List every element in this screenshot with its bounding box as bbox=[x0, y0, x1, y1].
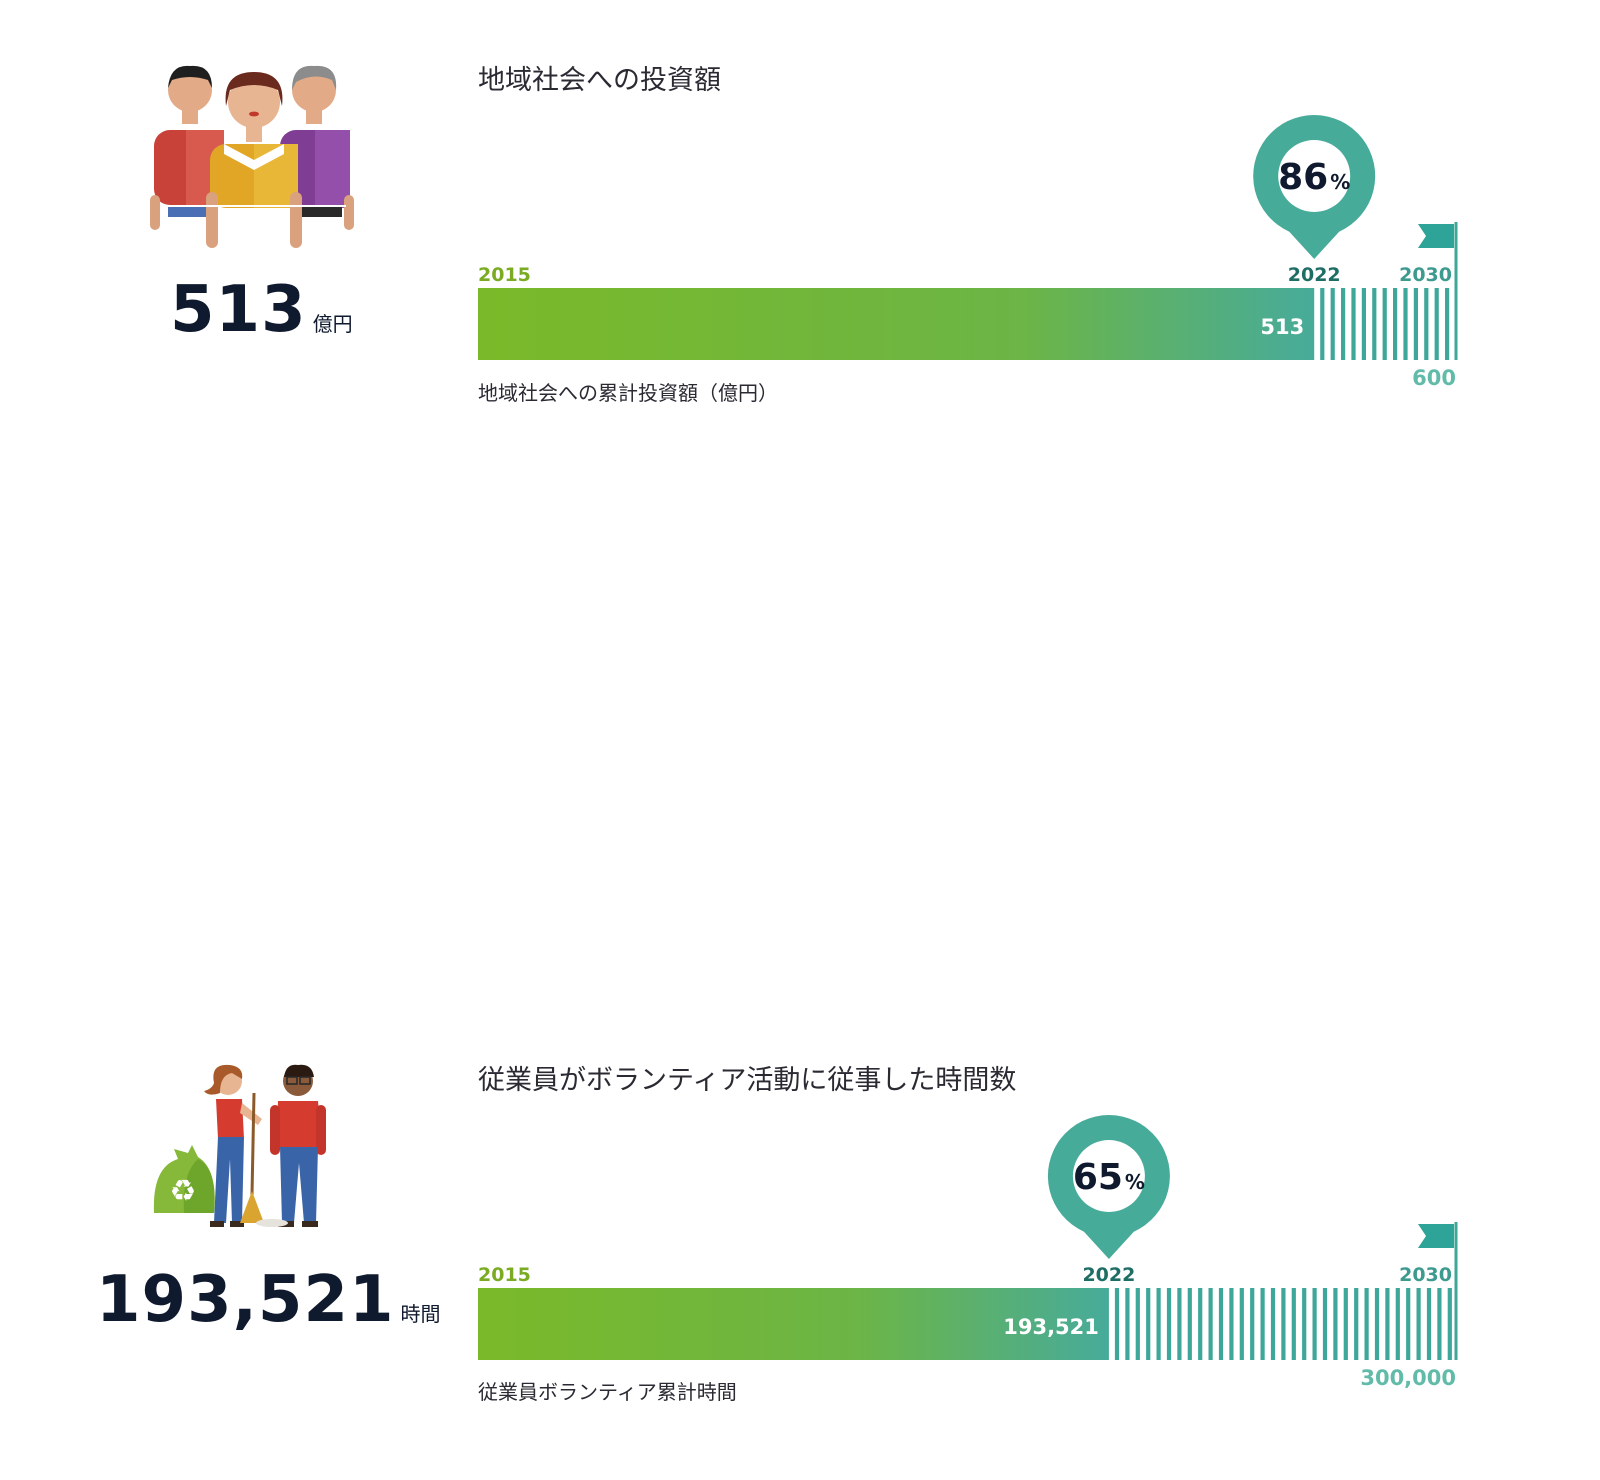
volunteer-remaining-stripe bbox=[1229, 1288, 1234, 1360]
volunteer-axis-caption: 従業員ボランティア累計時間 bbox=[478, 1380, 737, 1404]
investment-remaining-stripe bbox=[1413, 288, 1418, 360]
volunteer-remaining-stripe bbox=[1281, 1288, 1286, 1360]
volunteer-remaining-stripe bbox=[1312, 1288, 1317, 1360]
volunteer-remaining-stripe bbox=[1146, 1288, 1151, 1360]
volunteer-remaining-stripe bbox=[1385, 1288, 1390, 1360]
volunteer-remaining-stripe bbox=[1250, 1288, 1255, 1360]
investment-current-year: 2022 bbox=[1288, 264, 1341, 286]
investment-remaining-stripe bbox=[1341, 288, 1346, 360]
investment-section: 513 億円 地域社会への投資額 86% 2015 2022 2030 513 bbox=[0, 0, 1600, 480]
volunteer-remaining-stripe bbox=[1218, 1288, 1224, 1360]
investment-target-flag bbox=[1418, 222, 1458, 360]
investment-target-value: 600 bbox=[1412, 366, 1456, 390]
volunteer-percent-unit: % bbox=[1125, 1170, 1145, 1194]
volunteer-remaining-stripe bbox=[1416, 1288, 1421, 1360]
volunteer-remaining-stripe bbox=[1177, 1288, 1182, 1360]
volunteer-target-value: 300,000 bbox=[1360, 1366, 1456, 1390]
volunteer-remaining-stripe bbox=[1239, 1288, 1244, 1360]
volunteer-remaining-stripe bbox=[1343, 1288, 1348, 1360]
volunteer-start-year: 2015 bbox=[478, 1264, 531, 1286]
volunteer-remaining-stripe bbox=[1447, 1288, 1452, 1360]
investment-kpi: 513 億円 bbox=[170, 278, 353, 342]
investment-pin-inner bbox=[1278, 140, 1351, 212]
volunteer-remaining-stripe bbox=[1333, 1288, 1338, 1360]
volunteer-remaining-stripe bbox=[1426, 1288, 1432, 1360]
volunteer-remaining-stripe bbox=[1260, 1288, 1265, 1360]
investment-remaining-stripe bbox=[1330, 288, 1335, 360]
volunteer-remaining-stripe bbox=[1322, 1288, 1328, 1360]
volunteer-remaining-stripe bbox=[1270, 1288, 1276, 1360]
investment-chart-title: 地域社会への投資額 bbox=[478, 65, 721, 96]
investment-remaining-stripe bbox=[1424, 288, 1429, 360]
investment-remaining-stripe bbox=[1320, 288, 1325, 360]
community-people-illustration bbox=[150, 65, 354, 248]
investment-axis-caption: 地域社会への累計投資額（億円） bbox=[478, 381, 778, 405]
investment-value-label: 513 bbox=[1260, 315, 1304, 339]
investment-remaining-stripe bbox=[1393, 288, 1398, 360]
investment-progress-chart: 86% 2015 2022 2030 513 600 bbox=[478, 115, 1458, 390]
volunteer-remaining-stripe bbox=[1125, 1288, 1130, 1360]
investment-target-year: 2030 bbox=[1399, 264, 1452, 286]
volunteer-percent-number: 65 bbox=[1073, 1157, 1123, 1198]
volunteer-remaining-stripe bbox=[1395, 1288, 1400, 1360]
investment-value-bar bbox=[478, 288, 1315, 360]
volunteer-remaining-stripe bbox=[1135, 1288, 1140, 1360]
volunteer-progress-chart: 65% 2015 2022 2030 193,521 300,000 bbox=[478, 1115, 1458, 1390]
investment-percent-unit: % bbox=[1330, 170, 1350, 194]
investment-kpi-value: 513 bbox=[170, 273, 307, 347]
volunteer-remaining-stripe bbox=[1406, 1288, 1411, 1360]
investment-start-year: 2015 bbox=[478, 264, 531, 286]
volunteer-remaining-stripe bbox=[1208, 1288, 1213, 1360]
volunteer-value-label: 193,521 bbox=[1003, 1315, 1099, 1339]
investment-remaining-stripe bbox=[1372, 288, 1377, 360]
volunteer-flag-cloth bbox=[1418, 1224, 1454, 1248]
volunteer-remaining-stripe bbox=[1198, 1288, 1203, 1360]
investment-remaining-stripe bbox=[1351, 288, 1356, 360]
volunteer-section: ♻ 193,521 時間 従業員がボランティア活動に従事した時間数 bbox=[0, 500, 1600, 1404]
volunteer-remaining-stripe bbox=[1156, 1288, 1161, 1360]
volunteer-remaining-stripe bbox=[1302, 1288, 1307, 1360]
volunteer-remaining-stripe bbox=[1374, 1288, 1380, 1360]
investment-remaining-stripes bbox=[1320, 288, 1450, 360]
volunteer-remaining-stripe bbox=[1187, 1288, 1192, 1360]
investment-remaining-stripe bbox=[1434, 288, 1439, 360]
investment-flag-cloth bbox=[1418, 224, 1454, 248]
investment-kpi-unit: 億円 bbox=[312, 312, 353, 336]
investment-percent-pin: 86% bbox=[1253, 115, 1376, 259]
volunteer-remaining-stripe bbox=[1166, 1288, 1172, 1360]
investment-remaining-stripe bbox=[1445, 288, 1450, 360]
volunteer-remaining-stripe bbox=[1437, 1288, 1442, 1360]
investment-percent-number: 86 bbox=[1278, 157, 1328, 198]
volunteer-remaining-stripe bbox=[1354, 1288, 1359, 1360]
investment-percent-text: 86% bbox=[1278, 157, 1350, 198]
volunteer-current-year: 2022 bbox=[1082, 1264, 1135, 1286]
volunteer-percent-pin: 65% bbox=[1047, 1115, 1170, 1259]
investment-remaining-stripe bbox=[1382, 288, 1387, 360]
volunteer-remaining-stripes bbox=[1114, 1288, 1452, 1360]
investment-remaining-stripe bbox=[1361, 288, 1366, 360]
volunteer-remaining-stripe bbox=[1291, 1288, 1296, 1360]
volunteer-target-year: 2030 bbox=[1399, 1264, 1452, 1286]
volunteer-remaining-stripe bbox=[1364, 1288, 1369, 1360]
volunteer-remaining-stripe bbox=[1114, 1288, 1120, 1360]
investment-remaining-stripe bbox=[1403, 288, 1408, 360]
